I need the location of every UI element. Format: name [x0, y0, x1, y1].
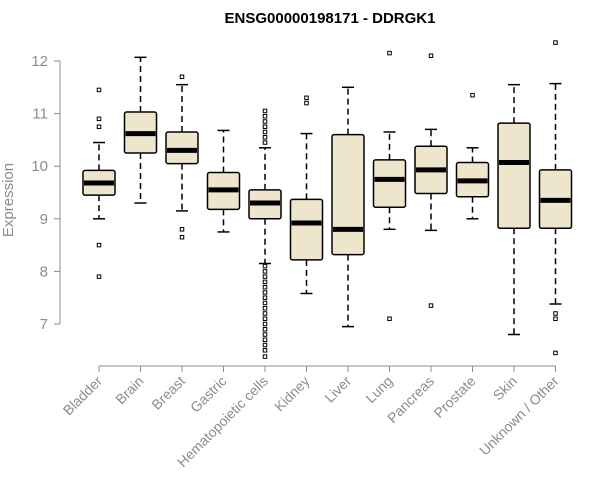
y-tick-label: 12 [31, 53, 48, 70]
outlier-point [262, 337, 268, 343]
chart-title: ENSG00000198171 - DDRGK1 [225, 10, 436, 27]
outlier-point [262, 327, 268, 332]
outlier-point [262, 140, 268, 145]
outlier-point [304, 100, 309, 106]
box-lung [372, 50, 407, 321]
outlier-point [428, 53, 434, 58]
outlier-point [262, 348, 268, 353]
outlier-point [428, 303, 434, 308]
box-hematopoietic-cells [248, 108, 282, 359]
outlier-point [262, 342, 268, 348]
box-kidney [289, 95, 324, 295]
box-breast [165, 74, 199, 240]
outlier-point [96, 124, 102, 129]
box-series [82, 40, 573, 359]
outlier-point [262, 284, 268, 290]
x-tick-label: Liver [321, 373, 354, 406]
outlier-point [553, 311, 558, 316]
outlier-point [262, 311, 268, 316]
x-tick-label: Unknown / Other [476, 373, 562, 459]
outlier-point [262, 274, 268, 279]
outlier-point [262, 354, 268, 359]
x-tick-label: Kidney [271, 373, 313, 415]
outlier-point [96, 87, 102, 93]
outlier-point [262, 332, 268, 337]
y-tick-label: 10 [31, 158, 48, 175]
iqr-box [289, 198, 324, 261]
outlier-point [262, 263, 268, 269]
box-bladder [82, 87, 116, 279]
box-brain [123, 56, 158, 204]
outlier-point [262, 269, 268, 274]
outlier-point [262, 279, 268, 285]
x-tick-label: Brain [112, 373, 146, 407]
outlier-point [262, 290, 268, 295]
y-axis-label: Expression [0, 163, 17, 237]
outlier-point [179, 234, 185, 240]
iqr-box [372, 159, 407, 208]
y-tick-label: 11 [32, 106, 48, 123]
outlier-point [262, 124, 268, 129]
iqr-box [165, 131, 199, 165]
box-unknown-other [538, 40, 573, 356]
x-tick-label: Lung [362, 373, 395, 406]
x-tick-label: Breast [148, 373, 188, 413]
box-skin [497, 83, 531, 336]
outlier-point [96, 242, 102, 248]
y-tick-label: 8 [40, 263, 48, 280]
outlier-point [553, 40, 558, 45]
outlier-point [262, 119, 268, 124]
box-prostate [455, 92, 490, 220]
box-liver [331, 86, 365, 328]
outlier-point [262, 108, 268, 114]
outlier-point [179, 227, 185, 232]
outlier-point [262, 295, 268, 300]
outlier-point [553, 350, 558, 356]
box-gastric [206, 129, 241, 233]
outlier-point [470, 92, 475, 98]
outlier-point [387, 316, 392, 321]
outlier-point [96, 274, 102, 279]
outlier-point [262, 129, 268, 135]
outlier-point [96, 116, 102, 122]
outlier-point [553, 316, 558, 321]
y-axis: 7 8 9 10 11 12 [31, 53, 61, 333]
outlier-point [262, 135, 268, 140]
outlier-point [387, 50, 392, 56]
iqr-box [331, 133, 365, 256]
box-pancreas [414, 53, 448, 308]
x-tick-label: Prostate [430, 373, 478, 421]
y-tick-label: 7 [40, 316, 48, 333]
outlier-point [262, 316, 268, 321]
x-tick-label: Skin [490, 373, 521, 404]
iqr-box [497, 122, 531, 230]
outlier-point [179, 74, 185, 80]
outlier-point [262, 113, 268, 119]
x-tick-label: Bladder [60, 373, 106, 419]
outlier-point [304, 95, 309, 101]
outlier-point [262, 321, 268, 327]
outlier-point [262, 300, 268, 306]
outlier-point [262, 305, 268, 311]
y-tick-label: 9 [40, 211, 48, 228]
